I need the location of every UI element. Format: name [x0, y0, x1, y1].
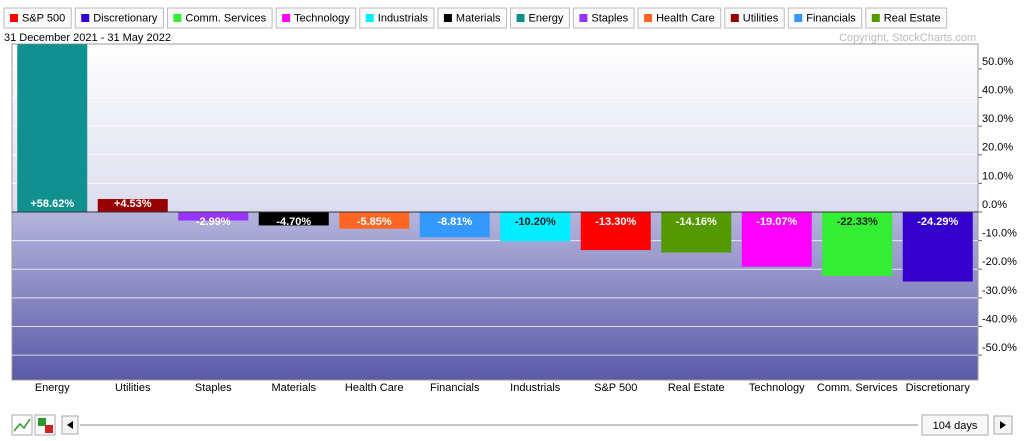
x-tick-label: Industrials	[510, 382, 561, 394]
legend-label: Technology	[294, 12, 350, 24]
x-tick-label: Real Estate	[668, 382, 725, 394]
bar	[580, 212, 651, 251]
value-label: -5.85%	[357, 216, 392, 228]
copyright: Copyright, StockCharts.com	[839, 32, 976, 44]
value-label: -10.20%	[515, 216, 556, 228]
legend-swatch	[443, 14, 452, 22]
bar	[419, 212, 490, 238]
value-label: -24.29%	[917, 216, 958, 228]
legend-label: Real Estate	[884, 12, 941, 24]
legend-item[interactable]	[637, 7, 722, 29]
y-tick-label: -50.0%	[982, 342, 1017, 354]
y-tick-label: 30.0%	[982, 113, 1013, 125]
legend-item[interactable]	[724, 7, 785, 29]
value-label: -8.81%	[437, 216, 472, 228]
legend-item[interactable]	[787, 7, 863, 29]
legend-swatch	[730, 14, 739, 22]
icon-bar	[38, 418, 46, 426]
bar	[661, 212, 732, 253]
legend-swatch	[871, 14, 880, 22]
legend-label: Comm. Services	[185, 12, 266, 24]
legend-swatch	[81, 14, 90, 22]
legend-label: S&P 500	[22, 12, 65, 24]
legend-item[interactable]	[3, 7, 72, 29]
value-label: -13.30%	[595, 216, 636, 228]
x-tick-label: Materials	[271, 382, 316, 394]
y-tick-label: -40.0%	[982, 313, 1017, 325]
x-tick-label: Health Care	[345, 382, 404, 394]
legend-swatch	[10, 14, 18, 22]
legend-label: Industrials	[378, 12, 429, 24]
legend-item[interactable]	[510, 7, 570, 29]
bar	[500, 212, 571, 242]
value-label: -22.33%	[837, 216, 878, 228]
y-tick-label: -10.0%	[982, 228, 1017, 240]
bar	[258, 212, 329, 226]
bar	[339, 212, 410, 229]
legend-label: Staples	[591, 12, 628, 24]
y-tick-label: 20.0%	[982, 142, 1013, 154]
legend-item[interactable]	[275, 7, 357, 29]
bar	[822, 212, 893, 276]
x-tick-label: Technology	[749, 382, 805, 394]
y-tick-label: 10.0%	[982, 170, 1013, 182]
y-tick-label: 40.0%	[982, 84, 1013, 96]
icon-line	[13, 418, 31, 432]
legend-label: Discretionary	[93, 12, 158, 24]
legend-label: Materials	[456, 12, 501, 24]
value-label: -14.16%	[676, 216, 717, 228]
legend-item[interactable]	[865, 7, 948, 29]
bar	[17, 44, 88, 213]
period-button[interactable]	[921, 414, 989, 436]
legend-swatch	[173, 14, 182, 22]
legend-swatch	[365, 14, 374, 22]
value-label: -4.70%	[276, 216, 311, 228]
period-label: 104 days	[933, 420, 978, 432]
legend-item[interactable]	[437, 7, 508, 29]
x-tick-label: Discretionary	[906, 382, 971, 394]
x-tick-label: S&P 500	[594, 382, 637, 394]
legend-label: Energy	[529, 12, 564, 24]
legend-item[interactable]	[572, 7, 635, 29]
value-label: -19.07%	[756, 216, 797, 228]
legend-swatch	[282, 14, 291, 22]
legend-swatch	[794, 14, 803, 22]
arrow-left	[67, 421, 73, 429]
x-tick-label: Utilities	[115, 382, 151, 394]
y-tick-label: -30.0%	[982, 285, 1017, 297]
legend-swatch	[579, 14, 588, 22]
legend-label: Utilities	[743, 12, 779, 24]
value-label: -2.99%	[196, 216, 231, 228]
x-tick-label: Staples	[195, 382, 232, 394]
legend-label: Health Care	[656, 12, 715, 24]
y-tick-label: 50.0%	[982, 56, 1013, 68]
x-tick-label: Comm. Services	[817, 382, 898, 394]
value-label: +4.53%	[114, 198, 152, 210]
icon-bar	[45, 425, 53, 433]
bar	[902, 212, 973, 282]
value-label: +58.62%	[30, 198, 74, 210]
legend-item[interactable]	[359, 7, 435, 29]
y-tick-label: -20.0%	[982, 256, 1017, 268]
bottom-controls: 104 days	[11, 414, 1013, 436]
arrow-right	[1000, 421, 1006, 429]
bar	[97, 199, 168, 212]
x-tick-label: Energy	[35, 382, 70, 394]
bar	[741, 212, 812, 267]
bar	[178, 212, 249, 221]
y-tick-label: 0.0%	[982, 199, 1007, 211]
legend-item[interactable]	[74, 7, 164, 29]
subtitle: 31 December 2021 - 31 May 2022	[4, 32, 171, 44]
x-tick-label: Financials	[430, 382, 480, 394]
legend-swatch	[516, 14, 525, 22]
legend-swatch	[644, 14, 653, 22]
legend-label: Financials	[806, 12, 856, 24]
legend-item[interactable]	[166, 7, 273, 29]
